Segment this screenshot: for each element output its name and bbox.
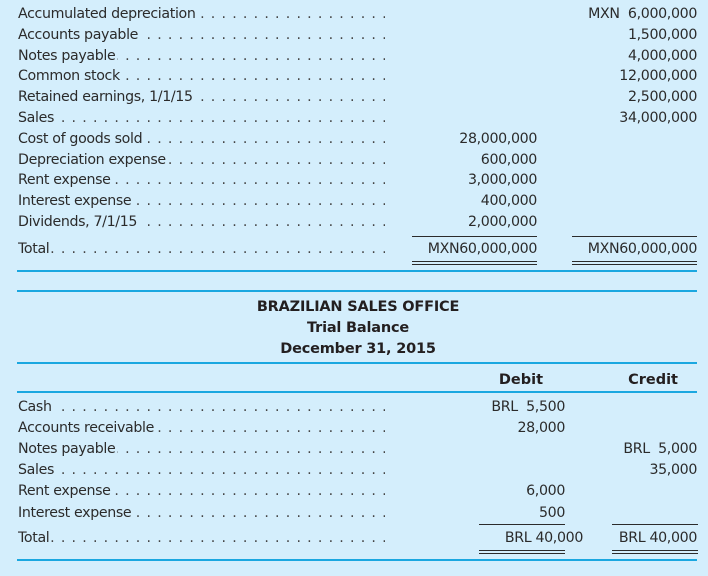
- row-label: Common stock: [18, 68, 122, 85]
- table-row: ........................................…: [18, 25, 698, 46]
- debit-amount: 500: [538, 504, 565, 521]
- br-total-row: ........................................…: [18, 528, 698, 549]
- row-label: Interest expense: [18, 193, 134, 210]
- total-credit: BRL 40,000: [618, 530, 698, 546]
- table-row: ........................................…: [18, 46, 698, 67]
- row-label: Interest expense: [18, 504, 134, 521]
- table-row: ........................................…: [18, 439, 698, 460]
- debit-subtotal-rule: [479, 524, 565, 525]
- row-label: Accounts payable: [18, 26, 141, 43]
- debit-amount: BRL 5,500: [491, 399, 565, 415]
- table-row: ........................................…: [18, 212, 698, 233]
- total-debit: BRL 40,000: [504, 530, 584, 546]
- credit-amount: MXN 6,000,000: [588, 6, 697, 22]
- dot-leader: ........................................…: [18, 110, 385, 126]
- row-label: Accumulated depreciation: [18, 6, 198, 22]
- debit-amount: 3,000,000: [467, 172, 537, 189]
- company-title: BRAZILIAN SALES OFFICE: [256, 299, 460, 315]
- debit-subtotal-rule: [412, 236, 537, 237]
- dot-leader: ........................................…: [18, 462, 385, 479]
- credit-amount: 35,000: [649, 462, 697, 479]
- table-row: ........................................…: [18, 418, 698, 439]
- row-label: Dividends, 7/1/15: [18, 214, 140, 230]
- credit-subtotal-rule: [612, 524, 698, 525]
- debit-amount: 600,000: [480, 151, 538, 168]
- debit-amount: 6,000: [526, 483, 565, 500]
- dot-leader: ........................................…: [18, 399, 385, 415]
- row-label: Rent expense: [18, 172, 113, 189]
- table-row: ........................................…: [18, 460, 698, 481]
- credit-total-double-rule: [572, 261, 697, 265]
- debit-column-header: Debit: [498, 372, 543, 388]
- credit-amount: 34,000,000: [619, 110, 697, 126]
- table-row: ........................................…: [18, 4, 698, 25]
- table-row: ........................................…: [18, 150, 698, 171]
- row-label: Total: [18, 530, 52, 546]
- credit-amount: 1,500,000: [627, 26, 697, 43]
- table-row: ........................................…: [18, 170, 698, 191]
- row-label: Rent expense: [18, 483, 113, 500]
- row-label: Sales: [18, 462, 57, 479]
- debit-amount: 2,000,000: [467, 214, 537, 230]
- section-divider: [17, 290, 697, 292]
- row-label: Accounts receivable: [18, 420, 157, 437]
- table-row: ........................................…: [18, 503, 698, 524]
- table-row: ........................................…: [18, 108, 698, 129]
- header-rule-top: [17, 362, 697, 364]
- credit-amount: 2,500,000: [627, 89, 697, 106]
- credit-column-header: Credit: [628, 372, 678, 388]
- table-row: ........................................…: [18, 129, 698, 150]
- section-divider: [17, 270, 697, 272]
- credit-total-double-rule: [612, 550, 698, 554]
- row-label: Cost of goods sold: [18, 130, 145, 147]
- row-label: Notes payable: [18, 47, 118, 64]
- row-label: Cash: [18, 399, 54, 415]
- statement-title: Trial Balance: [307, 320, 409, 336]
- mx-total-row: ........................................…: [18, 239, 698, 260]
- dot-leader: ........................................…: [18, 241, 385, 257]
- debit-amount: 400,000: [480, 193, 538, 210]
- row-label: Sales: [18, 110, 57, 126]
- debit-total-double-rule: [412, 261, 537, 265]
- debit-total-double-rule: [479, 550, 565, 554]
- row-label: Notes payable: [18, 441, 118, 458]
- row-label: Retained earnings, 1/1/15: [18, 89, 195, 106]
- total-debit: MXN60,000,000: [427, 241, 538, 257]
- table-row: ........................................…: [18, 87, 698, 108]
- table-row: ........................................…: [18, 191, 698, 212]
- table-row: ........................................…: [18, 481, 698, 502]
- debit-amount: 28,000: [517, 420, 565, 437]
- total-credit: MXN60,000,000: [587, 241, 698, 257]
- statement-date: December 31, 2015: [280, 341, 436, 357]
- section-bottom-rule: [17, 559, 697, 561]
- debit-amount: 28,000,000: [459, 130, 537, 147]
- header-rule-bottom: [17, 391, 697, 393]
- table-row: ........................................…: [18, 397, 698, 418]
- credit-subtotal-rule: [572, 236, 697, 237]
- dot-leader: ........................................…: [18, 530, 385, 546]
- credit-amount: 12,000,000: [619, 68, 697, 85]
- table-row: ........................................…: [18, 66, 698, 87]
- credit-amount: BRL 5,000: [623, 441, 697, 458]
- row-label: Total: [18, 241, 52, 257]
- row-label: Depreciation expense: [18, 151, 168, 168]
- credit-amount: 4,000,000: [627, 47, 697, 64]
